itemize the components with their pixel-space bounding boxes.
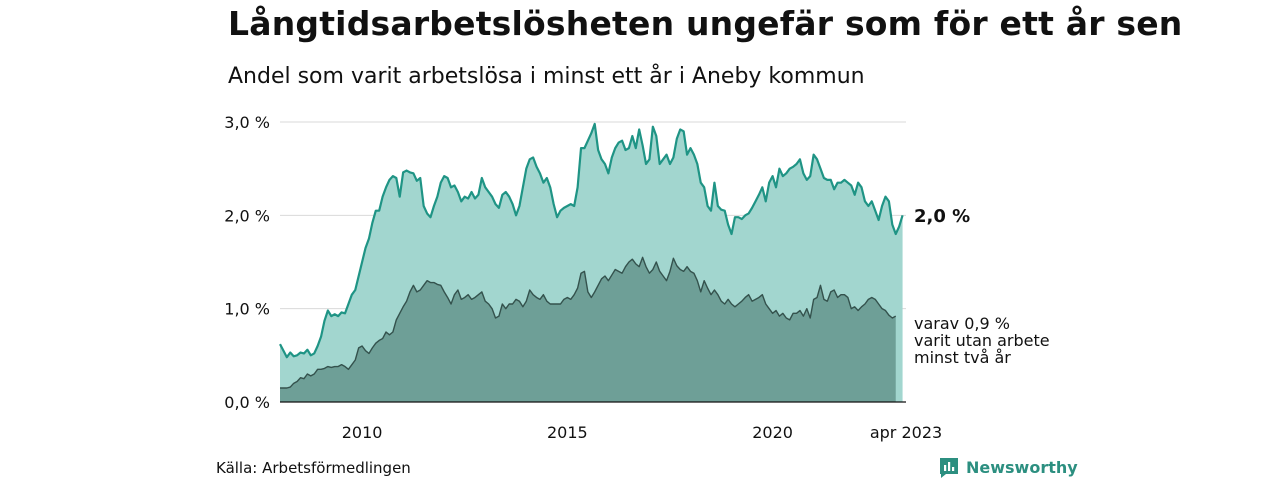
newsworthy-logo-icon (940, 458, 958, 478)
x-axis-labels: 2010 2015 2020 apr 2023 (342, 423, 942, 442)
series-area-two-years (280, 257, 896, 402)
series-end-label: varav 0,9 % varit utan arbete minst två år (914, 314, 1050, 367)
y-tick-label: 3,0 % (224, 113, 270, 132)
chart-title: Långtidsarbetslösheten ungefär som för e… (228, 4, 1183, 43)
source-note: Källa: Arbetsförmedlingen (216, 459, 411, 477)
series-end-label-line: varit utan arbete (914, 331, 1050, 350)
y-tick-label: 2,0 % (224, 206, 270, 225)
y-axis-labels: 0,0 % 1,0 % 2,0 % 3,0 % (224, 113, 270, 412)
series-end-label-line: varav 0,9 % (914, 314, 1010, 333)
series-end-label-line: minst två år (914, 348, 1011, 367)
series-end-label: 2,0 % (914, 206, 970, 227)
brand-name: Newsworthy (966, 457, 1078, 477)
series-line-two-years (280, 256, 897, 389)
x-tick-label: 2015 (547, 423, 588, 442)
x-tick-label: 2020 (752, 423, 793, 442)
y-tick-label: 0,0 % (224, 393, 270, 412)
series-end-labels: 2,0 % varav 0,9 % varit utan arbete minst t… (914, 206, 1050, 367)
brand: Newsworthy (938, 456, 1078, 478)
y-tick-label: 1,0 % (224, 300, 270, 319)
x-tick-label: 2010 (342, 423, 383, 442)
series-line-long-term (279, 122, 904, 359)
x-tick-label: apr 2023 (870, 423, 942, 442)
chart-subtitle: Andel som varit arbetslösa i minst ett å… (228, 64, 865, 89)
